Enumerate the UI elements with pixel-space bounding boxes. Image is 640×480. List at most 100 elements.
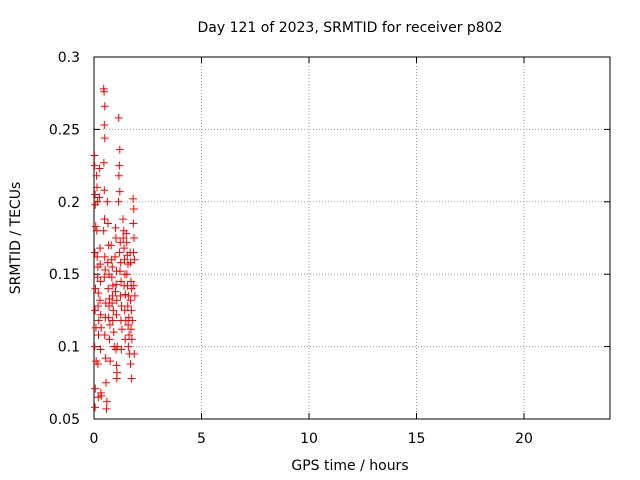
data-point <box>115 161 124 170</box>
data-point <box>107 273 116 282</box>
data-point <box>100 134 109 143</box>
data-point <box>115 187 124 196</box>
data-point <box>105 320 114 329</box>
data-point <box>108 281 117 290</box>
axis-ticks: 0 5 10 15 20 0.05 0.1 0.15 0.2 0.25 0.3 <box>49 50 610 447</box>
data-point <box>108 262 117 271</box>
data-point <box>90 161 99 170</box>
data-point <box>124 320 133 329</box>
data-point <box>124 342 133 351</box>
data-point <box>105 335 114 344</box>
y-tick-label: 0.2 <box>58 195 80 211</box>
data-point <box>115 248 124 257</box>
data-point <box>127 335 136 344</box>
grid-lines <box>94 57 610 419</box>
data-point <box>95 193 104 202</box>
data-point <box>95 164 104 173</box>
data-point <box>127 374 136 383</box>
data-point <box>90 342 99 351</box>
data-point <box>112 374 121 383</box>
data-point <box>129 248 138 257</box>
data-point <box>111 223 120 232</box>
data-point <box>96 345 105 354</box>
data-point <box>109 328 118 337</box>
data-point <box>120 255 129 264</box>
data-point <box>102 378 111 387</box>
data-point <box>129 219 138 228</box>
data-point <box>119 215 128 224</box>
data-point <box>96 277 105 286</box>
data-point <box>106 357 115 366</box>
data-point <box>91 284 100 293</box>
data-point <box>112 280 121 289</box>
data-point <box>104 284 113 293</box>
data-point <box>93 183 102 192</box>
data-point <box>114 113 123 122</box>
data-point <box>129 234 138 242</box>
data-point <box>91 190 100 199</box>
x-tick-label: 20 <box>515 431 533 447</box>
x-tick-label: 15 <box>408 431 426 447</box>
data-point <box>122 270 131 279</box>
data-point <box>100 215 109 224</box>
data-point <box>126 359 135 368</box>
data-point <box>130 291 139 300</box>
data-point <box>107 241 116 250</box>
data-point <box>126 277 135 286</box>
data-point <box>129 194 138 203</box>
data-point <box>96 244 105 253</box>
data-point <box>112 361 121 370</box>
data-point <box>108 316 117 325</box>
data-point <box>114 197 123 206</box>
data-point <box>117 325 126 334</box>
data-point <box>94 316 103 325</box>
y-tick-label: 0.25 <box>49 122 80 138</box>
data-point <box>130 255 139 264</box>
x-axis-label: GPS time / hours <box>291 458 408 474</box>
data-point <box>100 186 109 195</box>
data-point <box>108 291 117 300</box>
data-point <box>115 145 124 154</box>
data-point <box>125 331 134 340</box>
data-points <box>90 84 139 413</box>
data-point <box>94 289 103 298</box>
data-point <box>129 281 138 290</box>
data-point <box>114 171 123 180</box>
data-point <box>91 384 100 393</box>
data-point <box>96 260 105 269</box>
data-point <box>112 296 121 305</box>
data-point <box>117 277 126 286</box>
x-tick-label: 0 <box>90 431 99 447</box>
y-axis-label: SRMTID / TECUs <box>8 182 24 295</box>
data-point <box>94 302 103 311</box>
data-point <box>112 310 121 319</box>
data-point <box>126 296 135 305</box>
data-point <box>100 331 109 340</box>
data-point <box>111 287 120 296</box>
chart-title: Day 121 of 2023, SRMTID for receiver p80… <box>197 20 502 36</box>
x-tick-label: 5 <box>197 431 206 447</box>
data-point <box>120 244 129 253</box>
y-tick-label: 0.1 <box>58 340 80 356</box>
data-point <box>91 403 100 412</box>
data-point <box>129 205 138 214</box>
data-point <box>92 226 101 235</box>
data-point <box>97 323 106 332</box>
data-point <box>99 226 108 235</box>
x-tick-label: 10 <box>300 431 318 447</box>
data-point <box>111 252 120 261</box>
data-point <box>102 397 111 406</box>
data-point <box>100 273 109 282</box>
data-point <box>100 102 109 111</box>
data-point <box>101 354 110 363</box>
data-point <box>116 291 125 300</box>
data-point <box>93 252 102 261</box>
y-tick-label: 0.15 <box>49 267 80 283</box>
data-point <box>102 404 111 413</box>
data-point <box>127 306 136 315</box>
data-point <box>116 267 125 276</box>
data-point <box>91 222 100 231</box>
data-point <box>123 302 132 311</box>
data-point <box>90 151 99 160</box>
data-point <box>101 265 110 274</box>
